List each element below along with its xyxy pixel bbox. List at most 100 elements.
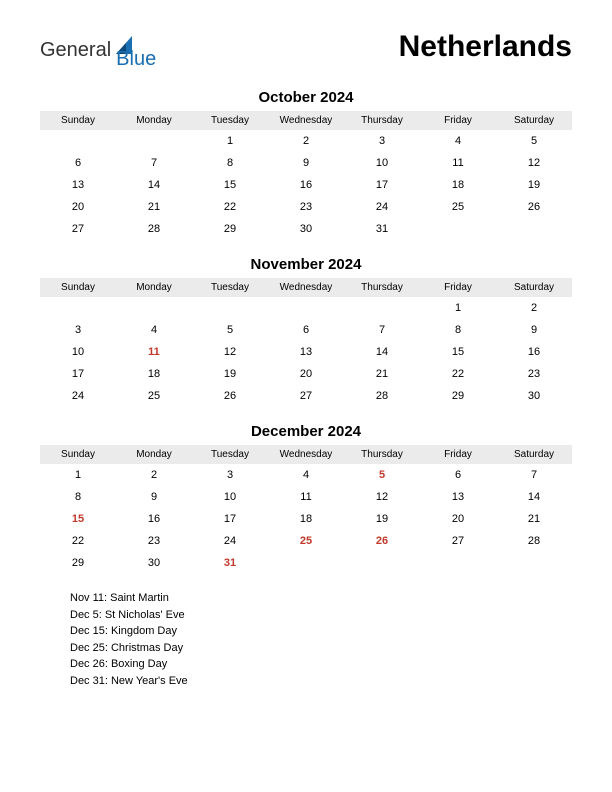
calendar-cell [420,218,496,240]
calendar-cell: 2 [116,464,192,486]
calendar-cell [344,552,420,574]
calendar-row: 17181920212223 [40,363,572,385]
holiday-entry: Nov 11: Saint Martin [70,590,572,607]
calendar-cell: 6 [420,464,496,486]
calendar-cell: 21 [344,363,420,385]
day-header: Sunday [40,111,116,130]
calendar-cell: 21 [116,196,192,218]
calendar-cell: 16 [496,341,572,363]
calendar-cell: 25 [116,385,192,407]
calendar-cell: 30 [496,385,572,407]
calendar-cell: 17 [344,174,420,196]
calendar-cell: 3 [344,130,420,152]
day-header: Saturday [496,278,572,297]
calendar-cell: 19 [344,508,420,530]
day-header: Saturday [496,445,572,464]
calendar-row: 13141516171819 [40,174,572,196]
calendar-cell: 2 [496,297,572,319]
day-header: Wednesday [268,445,344,464]
calendar-cell [40,130,116,152]
calendar-cell: 31 [344,218,420,240]
calendar-cell: 21 [496,508,572,530]
calendar-cell: 13 [268,341,344,363]
calendar-cell: 13 [420,486,496,508]
calendar-cell: 24 [344,196,420,218]
day-header: Sunday [40,278,116,297]
calendar-cell [116,297,192,319]
calendar-cell: 26 [496,196,572,218]
calendar-cell: 1 [420,297,496,319]
calendar-cell: 22 [40,530,116,552]
holiday-entry: Dec 5: St Nicholas' Eve [70,607,572,624]
calendar-cell: 10 [192,486,268,508]
calendar-row: 2728293031 [40,218,572,240]
calendar-row: 20212223242526 [40,196,572,218]
calendar-cell: 29 [40,552,116,574]
calendar-cell: 28 [496,530,572,552]
calendar-cell: 12 [344,486,420,508]
logo-general-text: General [40,39,111,62]
day-header: Monday [116,278,192,297]
calendar-cell: 17 [192,508,268,530]
calendar-cell: 20 [420,508,496,530]
calendar-cell: 4 [420,130,496,152]
calendar-cell: 6 [268,319,344,341]
day-header: Thursday [344,445,420,464]
day-header: Tuesday [192,111,268,130]
calendar-cell: 16 [268,174,344,196]
calendar-row: 6789101112 [40,152,572,174]
calendar-cell: 1 [40,464,116,486]
calendar-cell: 14 [344,341,420,363]
calendar-cell: 27 [268,385,344,407]
holiday-entry: Dec 25: Christmas Day [70,640,572,657]
day-header: Friday [420,445,496,464]
month-title: October 2024 [40,89,572,106]
calendar-cell: 14 [496,486,572,508]
calendar-cell: 25 [268,530,344,552]
calendar-row: 12 [40,297,572,319]
calendar-cell: 23 [496,363,572,385]
calendar-cell: 26 [344,530,420,552]
calendar-row: 12345 [40,130,572,152]
calendar-cell: 5 [344,464,420,486]
month-block: November 2024SundayMondayTuesdayWednesda… [40,256,572,407]
holidays-list: Nov 11: Saint MartinDec 5: St Nicholas' … [70,590,572,689]
calendar-cell: 20 [268,363,344,385]
calendar-cell: 9 [116,486,192,508]
calendar-cell: 4 [116,319,192,341]
calendar-row: 1234567 [40,464,572,486]
calendar-row: 15161718192021 [40,508,572,530]
calendar-cell: 17 [40,363,116,385]
calendar-cell: 10 [40,341,116,363]
calendar-row: 891011121314 [40,486,572,508]
calendar-cell: 28 [116,218,192,240]
calendar-table: SundayMondayTuesdayWednesdayThursdayFrid… [40,278,572,407]
calendar-cell [192,297,268,319]
calendar-cell: 9 [268,152,344,174]
day-header: Sunday [40,445,116,464]
day-header: Saturday [496,111,572,130]
calendar-cell: 3 [40,319,116,341]
calendar-cell: 13 [40,174,116,196]
country-title: Netherlands [399,30,572,64]
calendar-cell: 8 [192,152,268,174]
day-header: Wednesday [268,111,344,130]
calendar-cell: 16 [116,508,192,530]
logo-blue-text: Blue [116,48,156,71]
day-header: Tuesday [192,278,268,297]
day-header: Monday [116,445,192,464]
calendar-cell: 24 [40,385,116,407]
calendar-cell: 30 [116,552,192,574]
day-header: Thursday [344,278,420,297]
calendar-cell: 26 [192,385,268,407]
calendar-cell: 18 [116,363,192,385]
calendar-cell: 11 [116,341,192,363]
calendar-cell: 27 [420,530,496,552]
calendar-cell: 15 [40,508,116,530]
calendar-cell: 23 [268,196,344,218]
month-title: December 2024 [40,423,572,440]
calendar-cell: 15 [192,174,268,196]
calendar-cell: 19 [496,174,572,196]
calendar-cell: 15 [420,341,496,363]
calendar-table: SundayMondayTuesdayWednesdayThursdayFrid… [40,111,572,240]
